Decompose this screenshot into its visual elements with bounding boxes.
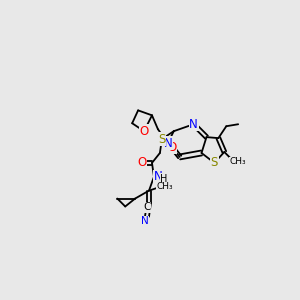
Text: N: N: [164, 136, 172, 150]
Text: H: H: [160, 174, 168, 184]
Text: O: O: [137, 156, 147, 170]
Text: N: N: [189, 118, 198, 131]
Text: O: O: [140, 125, 149, 138]
Text: S: S: [211, 156, 218, 170]
Text: CH₃: CH₃: [230, 158, 247, 166]
Text: C: C: [143, 202, 151, 212]
Text: CH₃: CH₃: [157, 182, 173, 191]
Text: S: S: [158, 133, 166, 146]
Text: N: N: [141, 216, 149, 226]
Text: N: N: [154, 170, 162, 183]
Text: O: O: [167, 140, 176, 154]
